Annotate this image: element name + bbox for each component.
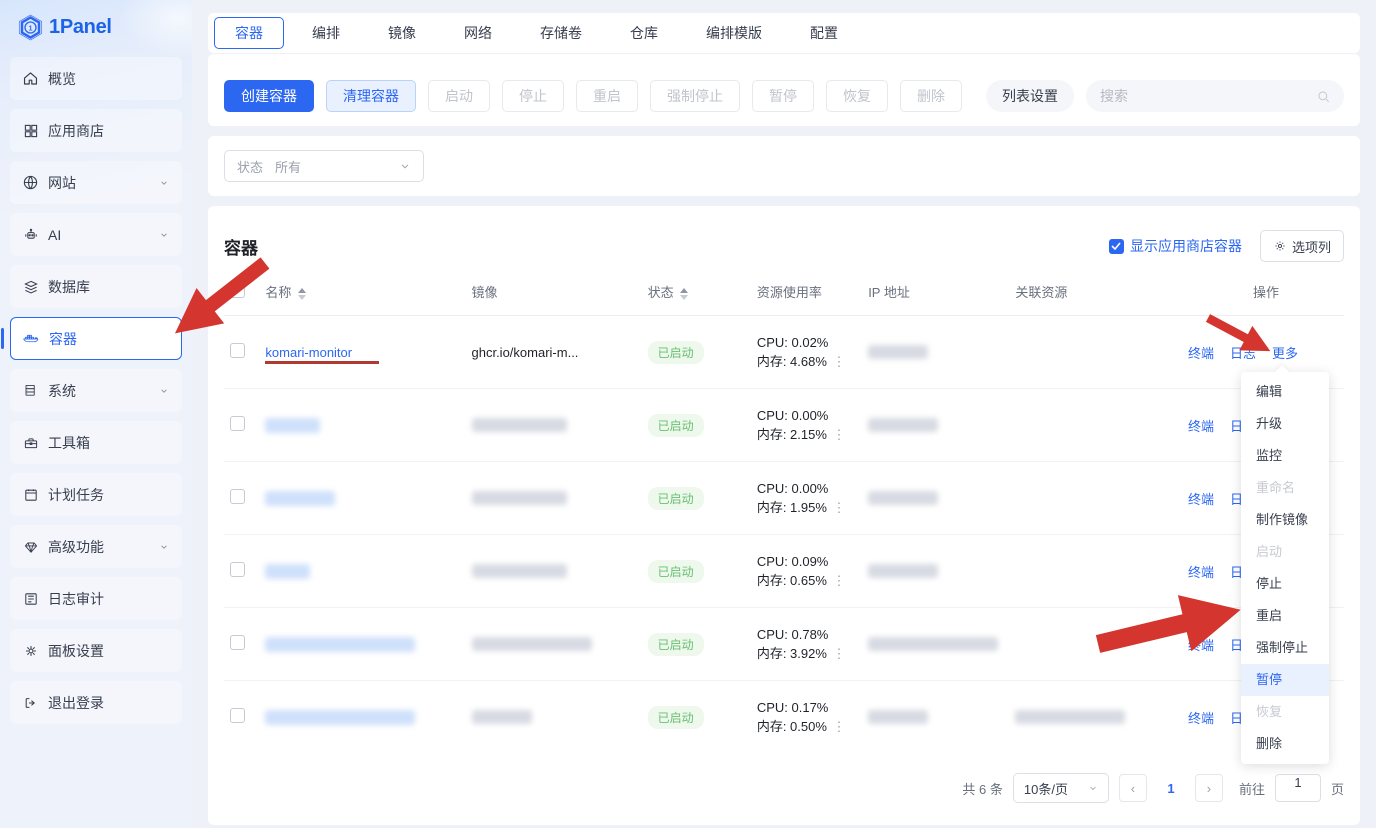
svg-text:1: 1 xyxy=(28,24,32,33)
